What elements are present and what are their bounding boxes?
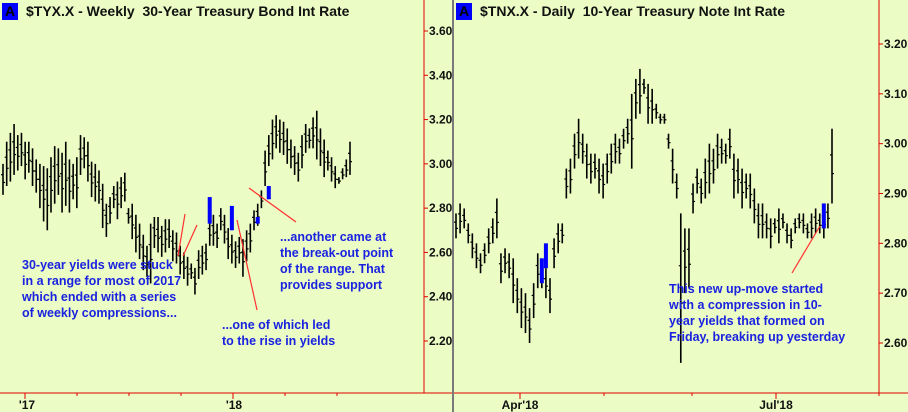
y-tick: 3.00 [424,157,452,171]
svg-text:3.20: 3.20 [884,37,908,51]
right-chart-plot: 3.20 3.10 3.00 2.90 2.80 2.70 2.60 Apr'18 Jul'18 [454,0,908,412]
x-tick-label: Apr'18 [502,398,539,412]
right-chart-panel: A $TNX.X - Daily 10-Year Treasury Note I… [454,0,908,412]
y-tick: 3.60 [424,24,452,38]
left-chart-panel: A $TYX.X - Weekly 30-Year Treasury Bond … [0,0,452,412]
svg-text:2.80: 2.80 [884,236,908,250]
svg-text:3.20: 3.20 [429,113,452,127]
compression-bar [821,203,826,229]
right-chart-header: A $TNX.X - Daily 10-Year Treasury Note I… [456,2,785,20]
y-tick: 3.20 [879,37,908,51]
y-tick: 2.80 [424,201,452,215]
left-chart-header: A $TYX.X - Weekly 30-Year Treasury Bond … [2,2,349,20]
y-tick: 3.40 [424,68,452,82]
y-tick: 2.80 [879,236,908,250]
y-tick: 3.10 [879,87,908,101]
svg-text:3.60: 3.60 [429,24,452,38]
annotation-range: 30-year yields were stuck in a range for… [22,258,182,320]
compression-bar [229,205,234,231]
svg-text:3.00: 3.00 [429,157,452,171]
annotation-breakout: ...another came at the break-out point o… [280,230,394,292]
annotation-upmove: This new up-move started with a compress… [669,282,846,344]
compression-bar [255,217,260,224]
x-tick-label: '17 [19,398,36,412]
y-tick: 3.00 [879,137,908,151]
left-chart-badge[interactable]: A [2,2,18,20]
left-chart-plot: 3.60 3.40 3.20 3.00 2.80 2.60 2.40 2.20 '17 '18 [0,0,452,412]
y-tick: 2.60 [879,336,908,350]
svg-text:2.90: 2.90 [884,187,908,201]
right-chart-title: $TNX.X - Daily 10-Year Treasury Note Int… [480,3,786,19]
y-tick: 3.20 [424,113,452,127]
svg-text:3.40: 3.40 [429,68,452,82]
svg-text:2.20: 2.20 [429,334,452,348]
y-tick: 2.90 [879,187,908,201]
compression-bar [266,186,271,200]
x-tick-label: '18 [226,398,243,412]
annotation-rise: ...one of which led to the rise in yield… [222,318,336,348]
svg-text:3.00: 3.00 [884,137,908,151]
svg-text:2.80: 2.80 [429,201,452,215]
compression-bar [539,258,544,284]
y-tick: 2.60 [424,245,452,259]
right-chart-badge[interactable]: A [456,2,472,20]
left-chart-title: $TYX.X - Weekly 30-Year Treasury Bond In… [26,3,350,19]
svg-text:3.10: 3.10 [884,87,908,101]
compression-bar [207,197,212,224]
y-tick: 2.40 [424,290,452,304]
svg-text:2.60: 2.60 [884,336,908,350]
compression-bar [543,243,548,269]
panel-divider[interactable] [452,0,454,412]
svg-text:2.40: 2.40 [429,290,452,304]
x-tick-label: Jul'18 [759,398,793,412]
y-tick: 2.20 [424,334,452,348]
svg-text:2.60: 2.60 [429,245,452,259]
y-tick: 2.70 [879,286,908,300]
svg-text:2.70: 2.70 [884,286,908,300]
